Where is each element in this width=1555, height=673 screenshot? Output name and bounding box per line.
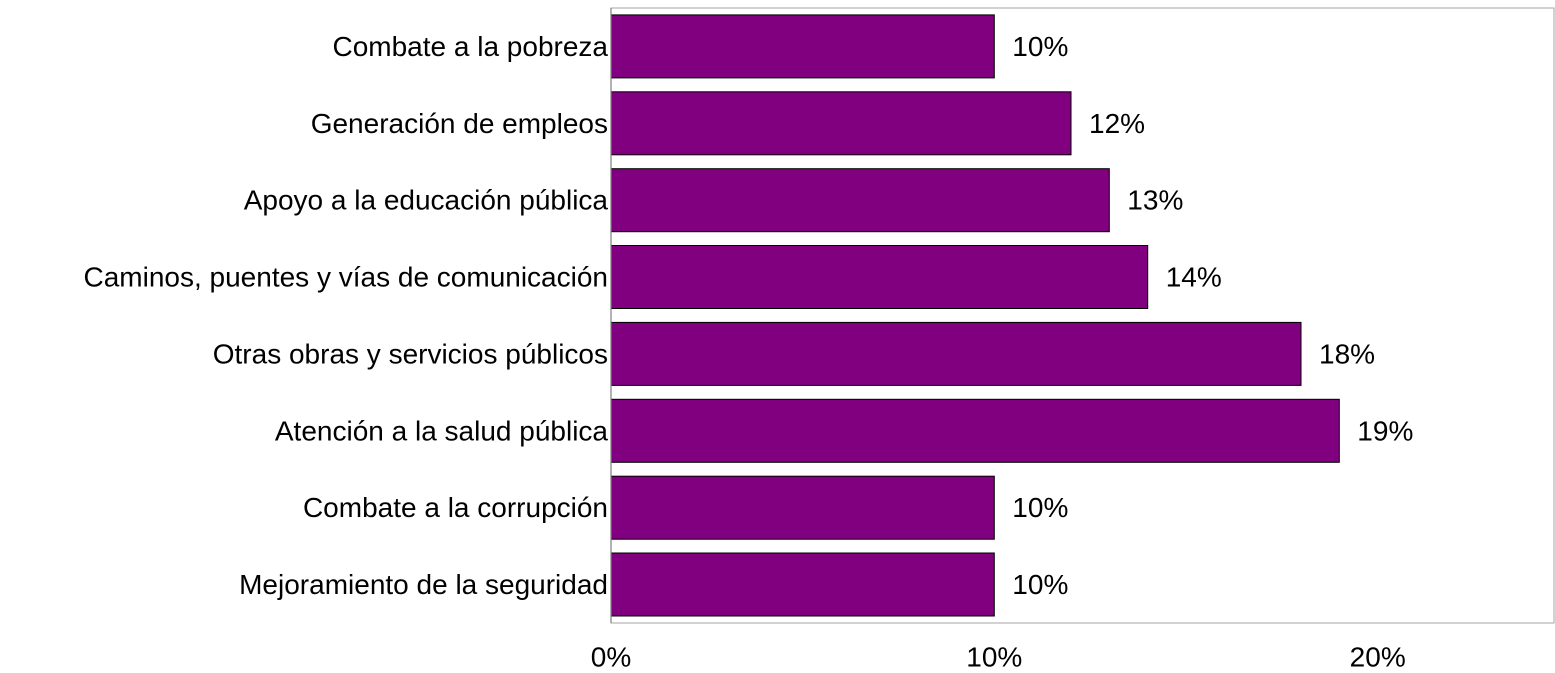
bar: [610, 14, 995, 79]
category-label: Otras obras y servicios públicos: [213, 338, 608, 369]
x-tick-label: 10%: [966, 642, 1022, 669]
category-label: Mejoramiento de la seguridad: [239, 569, 608, 600]
data-label: 13%: [1127, 185, 1183, 216]
category-label: Combate a la corrupción: [303, 492, 608, 523]
bar: [610, 168, 1110, 233]
data-label: 19%: [1357, 415, 1413, 446]
data-label: 10%: [1012, 492, 1068, 523]
bar: [610, 475, 995, 540]
bar: [610, 552, 995, 617]
data-label: 12%: [1089, 108, 1145, 139]
category-label: Atención a la salud pública: [275, 415, 609, 446]
x-tick-label: 0%: [591, 642, 631, 669]
bars-layer: [610, 14, 1340, 617]
category-label: Combate a la pobreza: [332, 31, 608, 62]
bar: [610, 91, 1072, 156]
x-axis-ticks: 0% 10% 20%: [591, 642, 1406, 673]
data-label: 18%: [1319, 338, 1375, 369]
bar: [610, 398, 1340, 463]
data-label: 10%: [1012, 31, 1068, 62]
category-label: Generación de empleos: [311, 108, 608, 139]
bar: [610, 321, 1302, 386]
category-label: Apoyo a la educación pública: [244, 185, 609, 216]
bar: [610, 245, 1149, 309]
x-tick-label: 20%: [1350, 642, 1406, 669]
category-label: Caminos, puentes y vías de comunicación: [84, 262, 609, 293]
data-label: 14%: [1166, 262, 1222, 293]
labels-layer: Combate a la pobreza 10% Generación de emp…: [84, 31, 1414, 600]
data-label: 10%: [1012, 569, 1068, 600]
